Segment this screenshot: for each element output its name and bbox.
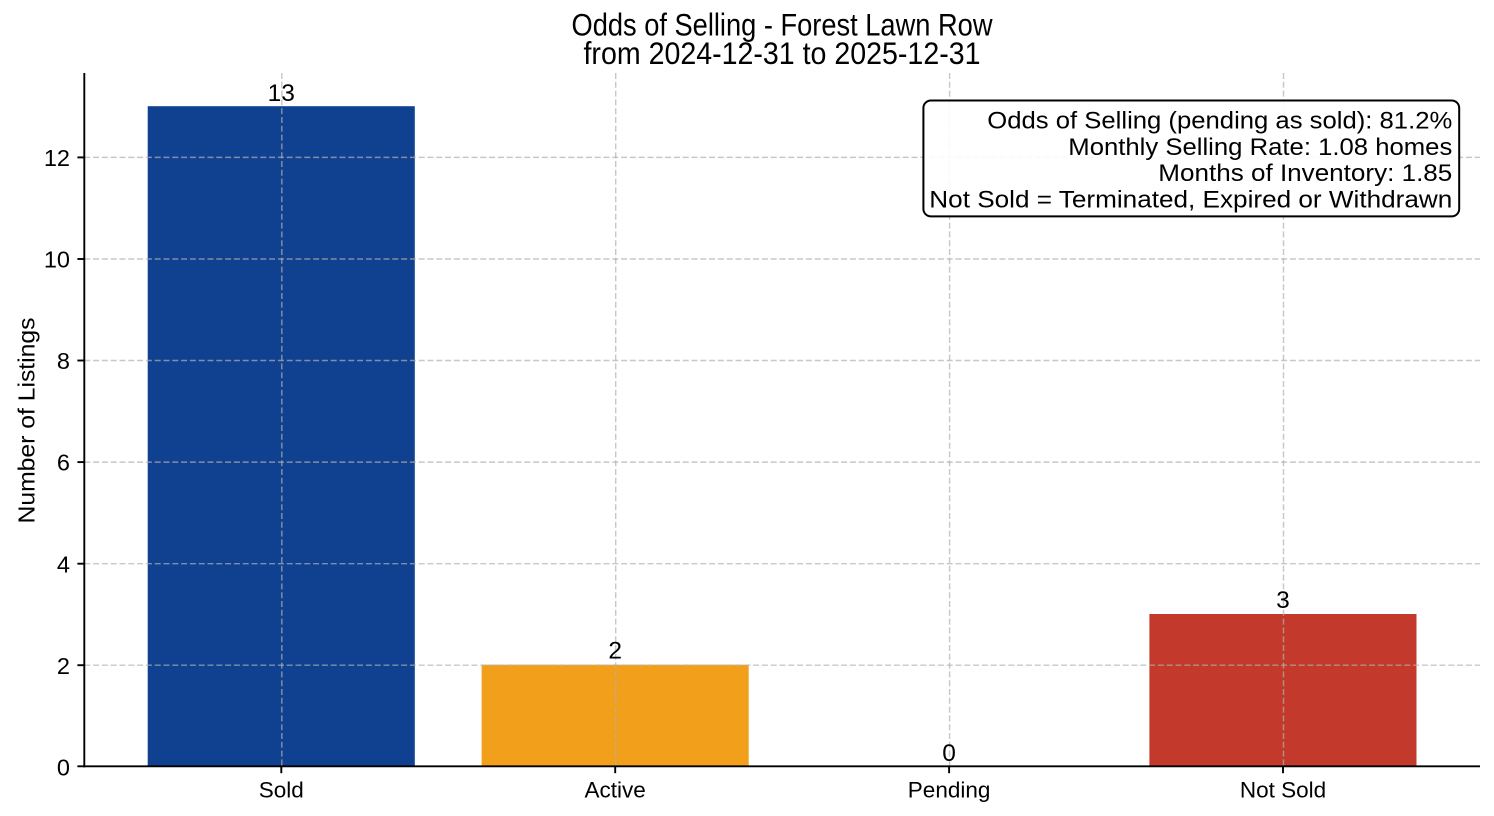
- svg-text:Sold: Sold: [259, 778, 304, 803]
- svg-text:10: 10: [44, 247, 70, 273]
- svg-text:0: 0: [57, 754, 70, 780]
- svg-text:Not Sold = Terminated, Expired: Not Sold = Terminated, Expired or Withdr…: [929, 187, 1452, 214]
- svg-text:3: 3: [1276, 587, 1290, 614]
- svg-text:6: 6: [57, 450, 70, 476]
- svg-text:13: 13: [268, 80, 295, 107]
- svg-text:from 2024-12-31 to 2025-12-31: from 2024-12-31 to 2025-12-31: [584, 35, 981, 71]
- svg-text:12: 12: [44, 145, 70, 171]
- svg-text:0: 0: [942, 740, 956, 767]
- svg-text:4: 4: [57, 551, 70, 577]
- svg-text:Active: Active: [585, 778, 646, 803]
- svg-text:Pending: Pending: [908, 778, 991, 803]
- svg-text:Monthly Selling Rate: 1.08 hom: Monthly Selling Rate: 1.08 homes: [1068, 134, 1452, 161]
- svg-text:2: 2: [57, 653, 70, 679]
- svg-text:Number of Listings: Number of Listings: [13, 318, 39, 524]
- svg-text:Not Sold: Not Sold: [1240, 778, 1326, 803]
- svg-text:Odds of Selling (pending as so: Odds of Selling (pending as sold): 81.2%: [987, 108, 1452, 135]
- svg-text:8: 8: [57, 348, 70, 374]
- svg-text:Odds of Selling - Forest Lawn: Odds of Selling - Forest Lawn Row: [572, 7, 993, 43]
- svg-text:2: 2: [608, 638, 622, 665]
- svg-text:Months of Inventory: 1.85: Months of Inventory: 1.85: [1158, 160, 1452, 187]
